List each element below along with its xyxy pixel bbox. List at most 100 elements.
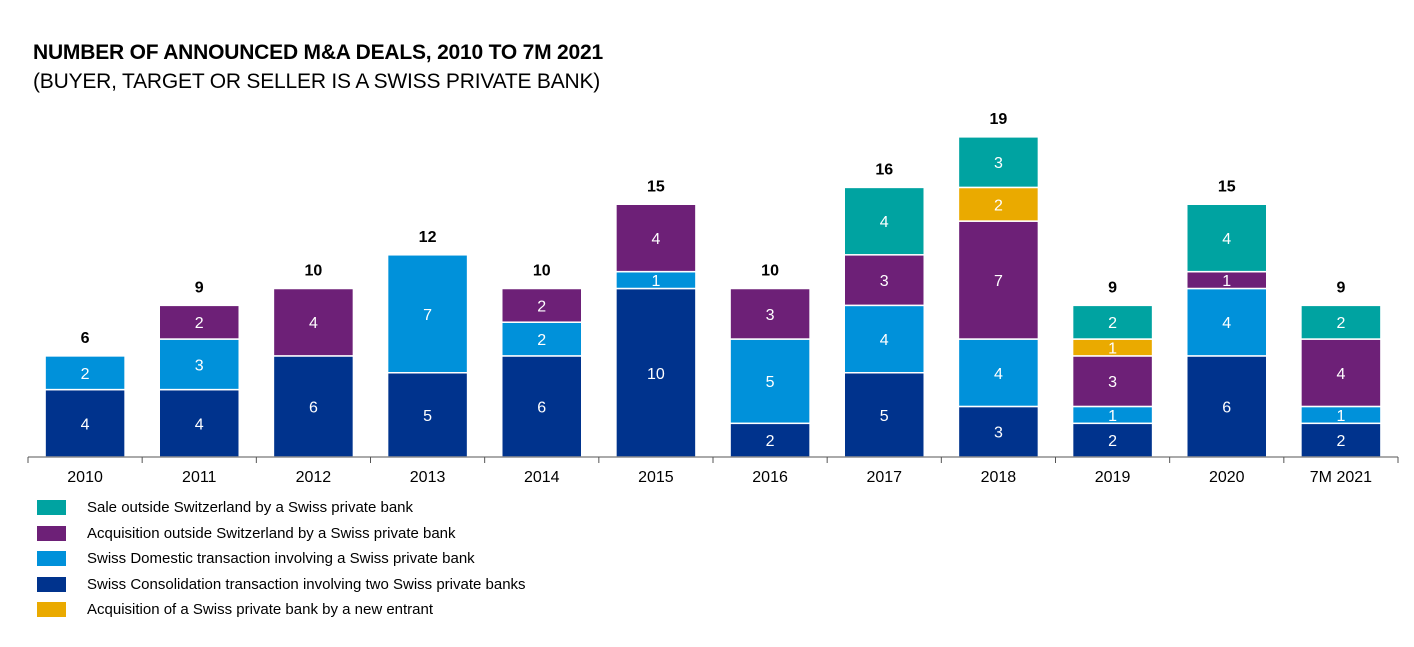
segment-label: 1	[1108, 340, 1117, 357]
legend-item: Swiss Domestic transaction involving a S…	[37, 546, 526, 572]
legend-swatch	[37, 500, 66, 516]
bar-segment	[386, 254, 469, 374]
bar-segment	[1071, 304, 1154, 340]
segment-label: 4	[1336, 366, 1345, 383]
segment-label: 4	[994, 366, 1003, 383]
bar-segment	[501, 287, 583, 323]
segment-label: 7	[994, 273, 1003, 290]
segment-label: 3	[880, 273, 889, 290]
bar-segment	[1186, 203, 1268, 273]
segment-label: 6	[1222, 399, 1231, 416]
total-label: 9	[1108, 279, 1117, 296]
x-tick-label: 2019	[1095, 469, 1131, 486]
bar-segment	[1300, 304, 1382, 340]
segment-label: 2	[195, 315, 204, 332]
legend: Sale outside Switzerland by a Swiss priv…	[37, 495, 526, 623]
bar-segment	[158, 388, 240, 458]
legend-item: Sale outside Switzerland by a Swiss priv…	[37, 495, 526, 521]
chart-title: NUMBER OF ANNOUNCED M&A DEALS, 2010 TO 7…	[33, 41, 603, 64]
total-label: 12	[419, 229, 437, 246]
bar-segment	[1186, 355, 1268, 458]
bar-segment	[843, 254, 925, 307]
bar-segment	[729, 287, 811, 340]
x-tick-label: 2011	[182, 469, 217, 486]
segment-label: 6	[537, 399, 546, 416]
x-tick-label: 2020	[1209, 469, 1245, 486]
legend-swatch	[37, 602, 66, 618]
bar-segment	[843, 372, 925, 458]
segment-label: 3	[1108, 374, 1117, 391]
bar-segment	[843, 304, 925, 374]
legend-label: Acquisition of a Swiss private bank by a…	[87, 601, 434, 619]
bar-segment	[44, 355, 126, 391]
segment-label: 4	[309, 315, 318, 332]
segment-label: 4	[195, 416, 204, 433]
bar-segment	[1186, 287, 1268, 357]
segment-label: 4	[81, 416, 90, 433]
segment-label: 4	[880, 332, 889, 349]
bar-segment	[1300, 422, 1382, 458]
x-tick-label: 7M 2021	[1310, 469, 1372, 486]
segment-label: 3	[766, 307, 775, 324]
x-tick-label: 2014	[524, 469, 560, 486]
bar-segment	[386, 372, 469, 458]
chart-subtitle: (BUYER, TARGET OR SELLER IS A SWISS PRIV…	[33, 70, 601, 93]
total-label: 10	[533, 263, 551, 280]
segment-label: 10	[647, 366, 665, 383]
segment-label: 4	[1222, 315, 1231, 332]
total-label: 15	[647, 178, 665, 195]
bar-segment	[272, 287, 355, 357]
segment-label: 3	[195, 357, 204, 374]
bar-segment	[957, 220, 1040, 340]
segment-label: 2	[537, 298, 546, 315]
segment-label: 6	[309, 399, 318, 416]
bar-segment	[729, 338, 811, 425]
segment-label: 2	[1108, 315, 1117, 332]
bar-segment	[158, 304, 240, 340]
bar-segment	[272, 355, 355, 458]
segment-label: 1	[1222, 273, 1231, 290]
total-label: 10	[761, 263, 779, 280]
segment-label: 1	[1336, 408, 1345, 425]
total-label: 9	[1336, 279, 1345, 296]
x-tick-label: 2013	[410, 469, 446, 486]
segment-label: 2	[537, 332, 546, 349]
segment-label: 4	[651, 231, 660, 248]
total-label: 16	[875, 161, 893, 178]
legend-label: Swiss Consolidation transaction involvin…	[87, 575, 526, 593]
segment-label: 1	[1108, 408, 1117, 425]
bar-segment	[957, 136, 1040, 189]
bar-segment	[615, 203, 697, 273]
segment-label: 3	[994, 425, 1003, 442]
legend-item: Acquisition outside Switzerland by a Swi…	[37, 521, 526, 547]
legend-item: Acquisition of a Swiss private bank by a…	[37, 597, 526, 623]
legend-swatch	[37, 576, 66, 592]
segment-label: 3	[994, 155, 1003, 172]
x-tick-label: 2010	[67, 469, 103, 486]
segment-label: 2	[1336, 433, 1345, 450]
bar-segment	[615, 287, 697, 458]
x-tick-label: 2016	[752, 469, 788, 486]
segment-label: 5	[423, 408, 432, 425]
segment-label: 2	[1108, 433, 1117, 450]
bar-segment	[843, 186, 925, 256]
segment-label: 2	[994, 197, 1003, 214]
segment-label: 2	[766, 433, 775, 450]
total-label: 10	[305, 263, 323, 280]
total-label: 6	[81, 330, 90, 347]
legend-label: Sale outside Switzerland by a Swiss priv…	[87, 499, 414, 517]
segment-label: 7	[423, 307, 432, 324]
legend-item: Swiss Consolidation transaction involvin…	[37, 572, 526, 598]
segment-label: 1	[651, 273, 660, 290]
segment-label: 2	[81, 366, 90, 383]
legend-swatch	[37, 551, 66, 567]
x-tick-label: 2012	[296, 469, 332, 486]
total-label: 19	[990, 111, 1008, 128]
x-tick-label: 2015	[638, 469, 674, 486]
segment-label: 4	[880, 214, 889, 231]
x-tick-label: 2018	[981, 469, 1017, 486]
total-label: 9	[195, 279, 204, 296]
total-label: 15	[1218, 178, 1236, 195]
x-tick-label: 2017	[866, 469, 902, 486]
